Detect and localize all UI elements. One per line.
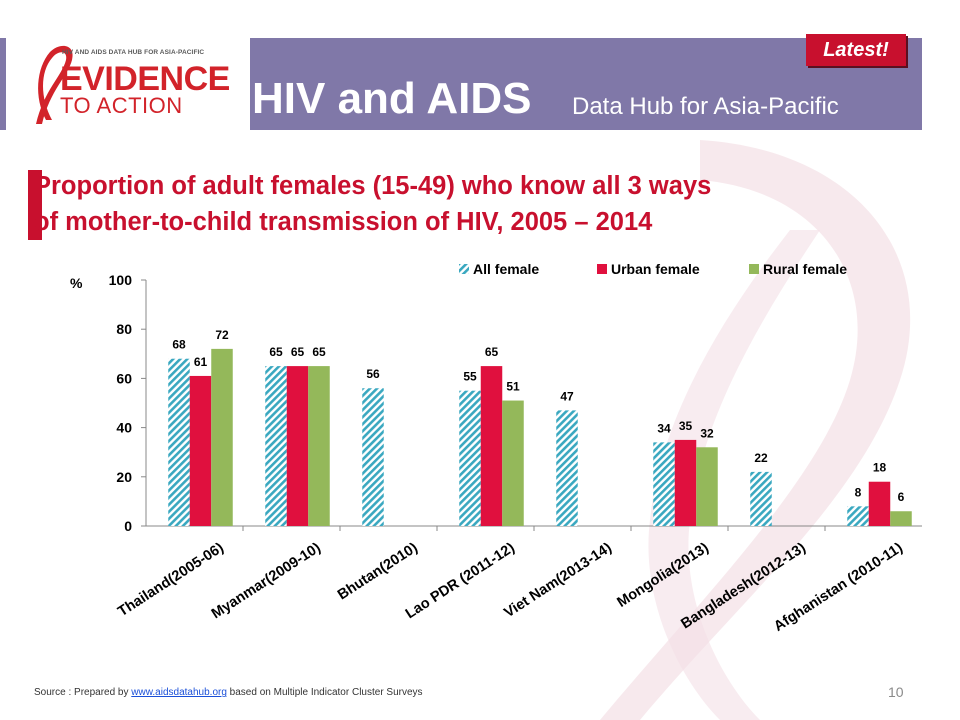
y-tick-label: 60 xyxy=(116,370,132,386)
bar-all-female xyxy=(362,388,384,526)
data-label: 8 xyxy=(855,485,862,499)
data-label: 32 xyxy=(700,426,714,440)
data-label: 65 xyxy=(485,345,499,359)
logo-panel xyxy=(6,38,250,130)
data-label: 18 xyxy=(873,461,887,475)
data-label: 72 xyxy=(215,328,229,342)
data-label: 65 xyxy=(291,345,305,359)
bar-rural-female xyxy=(696,447,718,526)
data-label: 65 xyxy=(312,345,326,359)
bar-all-female xyxy=(750,471,772,526)
logo-caption: HIV AND AIDS DATA HUB FOR ASIA-PACIFIC xyxy=(62,49,205,56)
source-prefix: Source : Prepared by xyxy=(34,687,132,698)
data-label: 6 xyxy=(898,490,905,504)
bar-rural-female xyxy=(308,366,330,526)
data-label: 65 xyxy=(269,345,283,359)
bar-all-female xyxy=(265,366,287,526)
bar-all-female xyxy=(847,506,869,526)
source-suffix: based on Multiple Indicator Cluster Surv… xyxy=(226,687,423,698)
bar-urban-female xyxy=(189,375,212,526)
logo-to-action: TO ACTION xyxy=(60,93,183,118)
data-label: 56 xyxy=(366,367,380,381)
bar-urban-female xyxy=(480,366,503,526)
red-ribbon-icon xyxy=(36,45,73,124)
bar-urban-female xyxy=(674,439,697,526)
x-category-label: Mongolia(2013) xyxy=(614,540,711,611)
data-label: 61 xyxy=(194,355,208,369)
y-tick-label: 100 xyxy=(109,272,133,288)
bar-all-female xyxy=(556,410,578,526)
bar-urban-female xyxy=(868,481,891,526)
legend-swatch xyxy=(597,264,607,274)
x-category-label: Bhutan(2010) xyxy=(335,540,421,604)
data-label: 47 xyxy=(560,389,574,403)
header-title: HIV and AIDS xyxy=(252,74,532,123)
slide-title-line-2: of mother-to-child transmission of HIV, … xyxy=(34,208,653,236)
x-category-label: Myanmar(2009-10) xyxy=(209,540,324,622)
source-note: Source : Prepared by www.aidsdatahub.org… xyxy=(34,687,423,698)
bar-all-female xyxy=(168,358,190,526)
legend-swatch xyxy=(749,264,759,274)
slide-title-line-1: Proportion of adult females (15-49) who … xyxy=(34,172,712,200)
source-link[interactable]: www.aidsdatahub.org xyxy=(131,687,227,698)
legend-swatch xyxy=(459,264,469,274)
y-tick-label: 0 xyxy=(124,518,132,534)
data-label: 34 xyxy=(657,421,671,435)
header-subtitle: Data Hub for Asia-Pacific xyxy=(572,93,839,120)
bar-rural-female xyxy=(502,400,524,526)
legend-label: Urban female xyxy=(611,261,700,277)
bar-rural-female xyxy=(211,348,233,526)
y-tick-label: 40 xyxy=(116,420,132,436)
title-accent-bar xyxy=(28,170,42,240)
data-label: 55 xyxy=(463,370,477,384)
bar-rural-female xyxy=(890,511,912,526)
data-label: 68 xyxy=(172,338,186,352)
y-axis-label: % xyxy=(70,275,83,291)
y-tick-label: 20 xyxy=(116,469,132,485)
page-number: 10 xyxy=(888,684,904,700)
bar-all-female xyxy=(653,442,675,526)
bar-all-female xyxy=(459,390,481,526)
x-category-label: Viet Nam(2013-14) xyxy=(501,540,614,621)
slide-title: Proportion of adult females (15-49) who … xyxy=(34,168,914,240)
data-label: 35 xyxy=(679,419,693,433)
logo-evidence: EVIDENCE xyxy=(60,60,230,98)
legend-label: Rural female xyxy=(763,261,847,277)
legend-label: All female xyxy=(473,261,539,277)
data-label: 51 xyxy=(506,380,520,394)
y-tick-label: 80 xyxy=(116,321,132,337)
x-category-label: Lao PDR (2011-12) xyxy=(403,540,518,622)
data-label: 22 xyxy=(754,451,768,465)
bar-urban-female xyxy=(286,366,309,526)
latest-badge[interactable]: Latest! xyxy=(806,34,906,66)
